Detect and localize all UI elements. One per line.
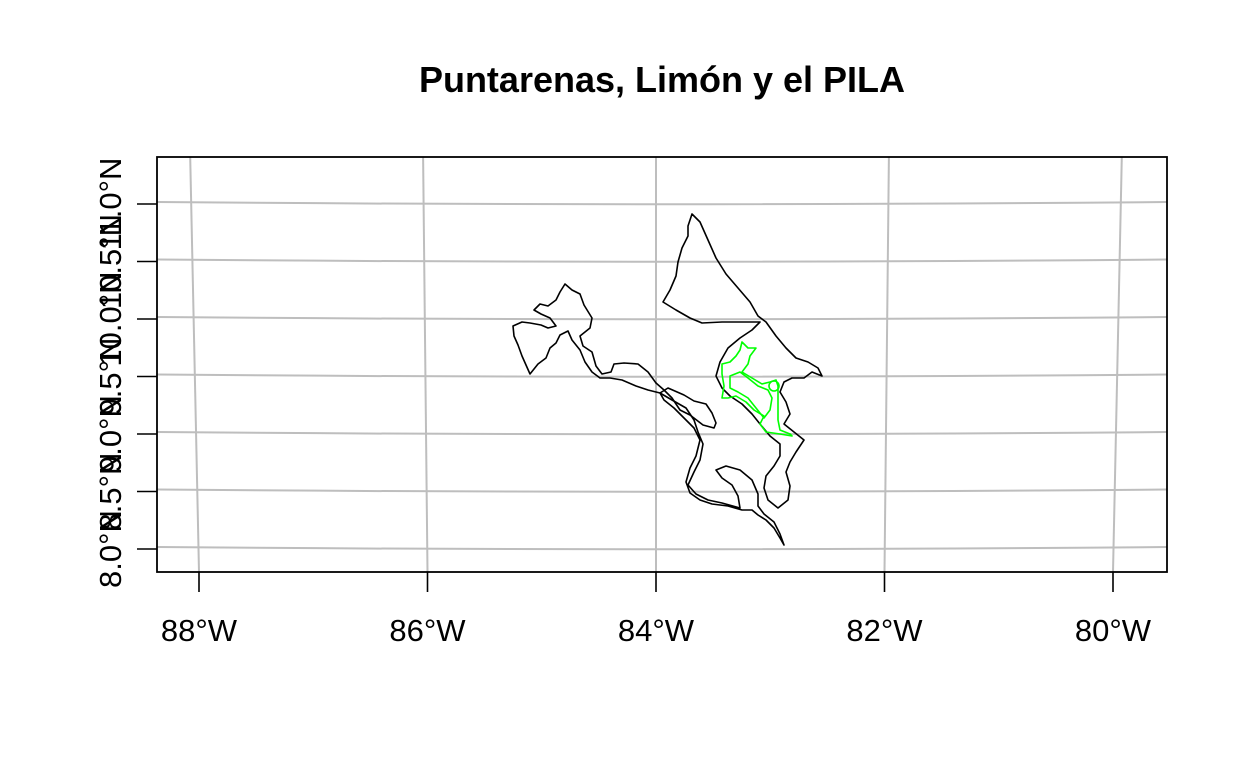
x-axis: 88°W 86°W 84°W 82°W 80°W <box>161 572 1152 648</box>
graticule-lon-line <box>1112 156 1123 573</box>
pila-enclave-outline <box>768 380 780 392</box>
y-tick-label: 11.0°N <box>93 158 128 251</box>
y-tick-label: 9.5°N <box>93 338 128 416</box>
graticule-lat-line <box>156 258 1168 263</box>
graticule-lon-line <box>189 156 200 573</box>
x-tick-label: 84°W <box>618 613 695 648</box>
graticule-lon-line <box>883 156 890 573</box>
x-tick-label: 80°W <box>1075 613 1152 648</box>
plot-frame <box>156 156 1168 573</box>
y-tick-label: 8.0°N <box>93 510 128 588</box>
y-tick-label: 8.5°N <box>93 453 128 531</box>
graticule-lat-line <box>156 431 1168 436</box>
graticule-lat-line <box>156 546 1168 551</box>
province-outlines <box>512 213 823 546</box>
y-axis: 8.0°N8.5°N9.0°N9.5°N10.0°N10.5°N11.0°N <box>93 158 157 588</box>
pila-park-outline <box>721 341 793 437</box>
puntarenas-south-outline <box>659 392 785 546</box>
graticule-lat-line <box>156 201 1168 206</box>
graticule <box>156 156 1168 573</box>
limon-outline <box>662 213 823 509</box>
graticule-lat-line <box>156 316 1168 321</box>
y-tick-label: 10.5°N <box>93 214 128 309</box>
puntarenas-outline <box>512 283 717 429</box>
map-title: Puntarenas, Limón y el PILA <box>419 59 905 100</box>
y-tick-label: 9.0°N <box>93 395 128 473</box>
x-tick-label: 82°W <box>846 613 923 648</box>
x-tick-label: 86°W <box>389 613 466 648</box>
graticule-lat-line <box>156 488 1168 493</box>
graticule-lon-line <box>422 156 429 573</box>
x-tick-label: 88°W <box>161 613 238 648</box>
pila-inner-outline <box>729 371 773 419</box>
graticule-lat-line <box>156 373 1168 378</box>
y-tick-label: 10.0°N <box>93 271 128 366</box>
pila-outline <box>721 341 793 437</box>
